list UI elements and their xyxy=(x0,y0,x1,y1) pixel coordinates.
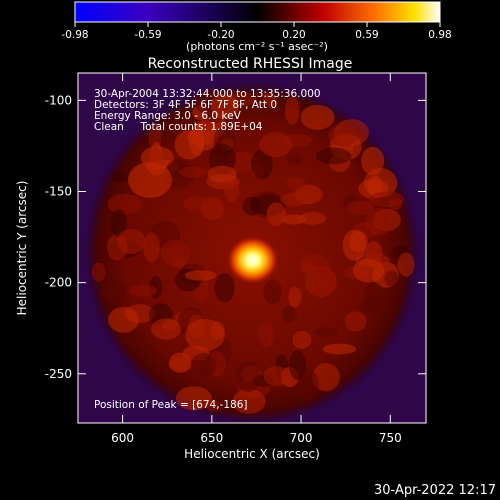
colorbar-tick-label: 0.59 xyxy=(355,29,378,41)
texture-blob xyxy=(359,297,387,317)
plot-area xyxy=(78,73,426,423)
texture-blob xyxy=(107,306,139,333)
texture-blob xyxy=(91,262,106,282)
plot-frame xyxy=(77,72,427,424)
x-axis-ticks: 600 650 700 750 xyxy=(111,73,402,445)
texture-blob xyxy=(183,196,210,212)
texture-blob xyxy=(285,107,299,123)
texture-blob xyxy=(315,147,352,165)
texture-blob xyxy=(328,124,358,147)
texture-blob xyxy=(259,132,292,158)
texture-blob xyxy=(266,202,286,226)
emission-peak xyxy=(226,236,279,285)
texture-blob xyxy=(288,350,307,380)
texture-blob xyxy=(288,286,302,308)
colorbar-ticks: -0.98 -0.59 -0.20 0.20 0.59 0.98 xyxy=(61,22,452,41)
y-axis-label: Heliocentric Y (arcsec) xyxy=(15,181,29,316)
texture-blob xyxy=(344,311,367,332)
texture-blob xyxy=(263,366,290,386)
texture-blob xyxy=(279,192,310,207)
colorbar xyxy=(74,1,441,23)
y-tick-label: -200 xyxy=(45,276,72,290)
texture-blob xyxy=(179,166,207,178)
texture-blob xyxy=(384,271,400,287)
texture-blob xyxy=(206,399,220,412)
x-tick-label: 650 xyxy=(200,431,223,445)
x-axis-label: Heliocentric X (arcsec) xyxy=(184,447,320,461)
texture-blob xyxy=(322,343,357,355)
clean-counts-text: Clean Total counts: 1.89E+04 xyxy=(94,121,263,133)
texture-blob xyxy=(365,207,393,236)
y-axis-ticks: -100 -150 -200 -250 xyxy=(45,93,426,381)
texture-blob xyxy=(242,196,262,216)
x-tick-label: 750 xyxy=(379,431,402,445)
texture-blob xyxy=(188,125,205,157)
colorbar-unit-label: (photons cm⁻² s⁻¹ asec⁻²) xyxy=(186,40,328,53)
texture-blob xyxy=(110,172,130,183)
texture-blob xyxy=(298,211,327,225)
texture-blob xyxy=(160,239,190,267)
texture-blob xyxy=(285,176,306,190)
texture-blob xyxy=(214,272,235,303)
texture-blob xyxy=(361,146,385,176)
texture-blob xyxy=(349,230,368,253)
x-tick-label: 600 xyxy=(111,431,134,445)
energy-range-text: Energy Range: 3.0 - 6.0 keV xyxy=(94,110,242,122)
texture-blob xyxy=(258,320,275,348)
colorbar-tick-label: 0.20 xyxy=(282,29,305,41)
footer-timestamp: 30-Apr-2022 12:17 xyxy=(374,483,496,498)
texture-blob xyxy=(299,253,331,280)
time-range-text: 30-Apr-2004 13:32:44.000 to 13:35:36.000 xyxy=(94,88,321,100)
texture-blob xyxy=(286,152,304,165)
texture-blob xyxy=(128,162,172,198)
texture-blob xyxy=(263,279,283,304)
texture-blob xyxy=(262,92,277,107)
texture-blob xyxy=(312,363,341,392)
texture-blob xyxy=(151,318,182,340)
texture-blob xyxy=(251,149,273,180)
texture-blob xyxy=(235,361,262,393)
x-tick-label: 700 xyxy=(290,431,313,445)
colorbar-tick-label: -0.98 xyxy=(61,29,88,41)
texture-blob xyxy=(313,326,339,338)
texture-blob xyxy=(281,305,297,324)
texture-blob xyxy=(352,258,385,283)
detectors-text: Detectors: 3F 4F 5F 6F 7F 8F, Att 0 xyxy=(94,99,277,111)
colorbar-tick-label: -0.20 xyxy=(207,29,234,41)
y-tick-label: -100 xyxy=(45,93,72,107)
texture-blob xyxy=(107,193,142,215)
texture-blob xyxy=(110,209,127,237)
texture-blob xyxy=(168,352,192,373)
texture-blob xyxy=(190,353,217,378)
texture-blob xyxy=(346,200,374,215)
y-tick-label: -250 xyxy=(45,367,72,381)
peak-position-text: Position of Peak = [674,-186] xyxy=(94,399,248,411)
texture-blob xyxy=(232,388,266,414)
texture-blob xyxy=(228,152,259,172)
texture-blob xyxy=(143,232,160,263)
texture-blob xyxy=(129,284,157,297)
colorbar-tick-label: 0.98 xyxy=(428,29,451,41)
y-tick-label: -150 xyxy=(45,184,72,198)
texture-blob xyxy=(175,386,212,411)
texture-blob xyxy=(300,104,335,130)
texture-blob xyxy=(185,319,225,351)
texture-blob xyxy=(210,93,239,120)
texture-blob xyxy=(298,369,319,402)
texture-blob xyxy=(224,178,240,202)
colorbar-tick-label: -0.59 xyxy=(134,29,161,41)
texture-blob xyxy=(207,165,237,183)
texture-blob xyxy=(369,191,405,208)
texture-blob xyxy=(184,270,217,281)
chart-title: Reconstructed RHESSI Image xyxy=(148,56,353,72)
texture-blob xyxy=(292,330,312,349)
texture-blob xyxy=(99,279,127,304)
texture-blob xyxy=(116,229,146,255)
texture-blob xyxy=(397,252,415,277)
